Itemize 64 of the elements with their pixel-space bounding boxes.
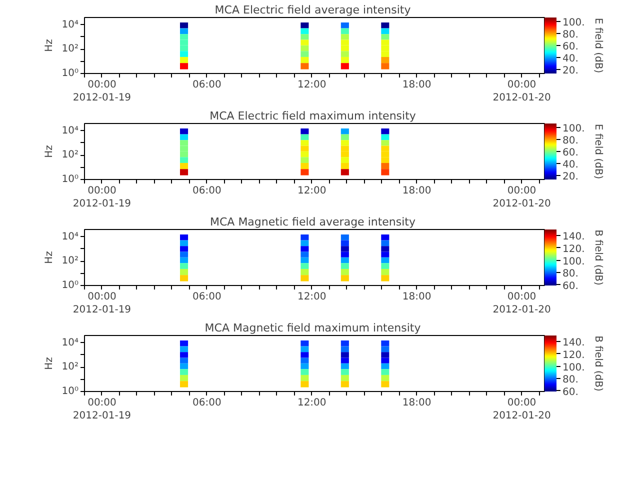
- x-tick-label: 18:00: [402, 292, 432, 302]
- color-bar-label: 100.: [562, 18, 585, 29]
- y-tick-label: 10⁰: [62, 280, 78, 291]
- chart-title: MCA Magnetic field average intensity: [210, 216, 416, 228]
- x-tick-label: 12:00: [297, 398, 326, 408]
- x-tick-label: 18:00: [402, 80, 432, 90]
- x-tick-label: 12:00: [297, 292, 326, 302]
- color-bar-label: 60.: [562, 148, 578, 158]
- y-tick-label: 10²: [62, 44, 78, 55]
- x-tick-label: 18:00: [402, 186, 432, 196]
- x-tick-label: 06:00: [192, 186, 222, 196]
- y-tick-label: 10²: [62, 362, 78, 373]
- color-bar-title: E field (dB): [592, 124, 604, 180]
- x-tick-label: 00:00 2012-01-19: [72, 292, 132, 316]
- color-bar-label: 80.: [562, 30, 578, 41]
- y-tick-label: 10⁴: [62, 337, 78, 348]
- color-bar-label: 100.: [562, 124, 585, 135]
- x-tick-label: 12:00: [297, 186, 326, 196]
- y-axis-title: Hz: [44, 145, 55, 158]
- y-axis-title: Hz: [44, 39, 55, 52]
- color-bar-label: 60.: [562, 42, 578, 52]
- x-tick-label: 06:00: [192, 80, 222, 90]
- color-bar-label: 20.: [562, 171, 578, 182]
- color-bar-label: 40.: [562, 53, 578, 64]
- chart-title: MCA Electric field maximum intensity: [210, 110, 416, 122]
- color-bar-label: 100.: [562, 256, 585, 268]
- y-tick-label: 10⁰: [62, 68, 78, 79]
- x-tick-label: 00:00 2012-01-19: [72, 186, 132, 210]
- color-bar-title: E field (dB): [592, 18, 604, 74]
- color-bar-label: 120.: [562, 350, 585, 361]
- x-tick-label: 18:00: [402, 398, 432, 408]
- x-tick-label: 00:00 2012-01-20: [492, 398, 551, 422]
- color-bar-title: B field (dB): [592, 230, 604, 286]
- color-bar-label: 140.: [562, 232, 585, 243]
- y-axis-title: Hz: [44, 251, 55, 264]
- color-bar-label: 100.: [562, 362, 585, 374]
- x-tick-label: 00:00 2012-01-20: [492, 80, 551, 104]
- x-tick-label: 00:00 2012-01-20: [492, 186, 551, 210]
- x-tick-label: 06:00: [192, 398, 222, 408]
- color-bar-label: 80.: [562, 268, 578, 280]
- color-bar-title: B field (dB): [592, 336, 604, 392]
- color-bar-label: 120.: [562, 244, 585, 255]
- y-tick-label: 10²: [62, 256, 78, 267]
- x-tick-label: 00:00 2012-01-19: [72, 80, 132, 104]
- color-bar-label: 60.: [562, 386, 578, 398]
- y-tick-label: 10⁴: [62, 125, 78, 136]
- x-tick-label: 06:00: [192, 292, 222, 302]
- y-axis-title: Hz: [44, 357, 55, 370]
- chart-title: MCA Electric field average intensity: [214, 4, 412, 16]
- y-tick-label: 10²: [62, 150, 78, 161]
- color-bar-label: 80.: [562, 136, 578, 147]
- y-tick-label: 10⁰: [62, 386, 78, 397]
- color-bar-label: 80.: [562, 374, 578, 386]
- y-tick-label: 10⁴: [62, 19, 78, 30]
- color-bar-label: 140.: [562, 338, 585, 349]
- color-bar-label: 40.: [562, 159, 578, 170]
- color-bar-label: 20.: [562, 65, 578, 76]
- y-tick-label: 10⁴: [62, 231, 78, 242]
- chart-title: MCA Magnetic field maximum intensity: [204, 322, 422, 334]
- y-tick-label: 10⁰: [62, 174, 78, 185]
- x-tick-label: 12:00: [297, 80, 326, 90]
- color-bar-label: 60.: [562, 280, 578, 292]
- x-tick-label: 00:00 2012-01-19: [72, 398, 132, 422]
- x-tick-label: 00:00 2012-01-20: [492, 292, 551, 316]
